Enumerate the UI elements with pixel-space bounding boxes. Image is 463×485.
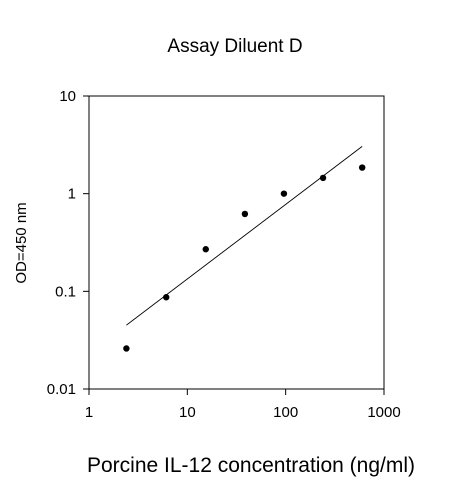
data-point [241, 210, 249, 218]
data-point [163, 294, 170, 301]
x-tick-label: 1000 [367, 404, 400, 421]
x-axis: 1 10 100 1000 [85, 389, 401, 421]
x-axis-label: Porcine IL-12 concentration (ng/ml) [87, 454, 415, 477]
data-points [123, 164, 366, 352]
y-tick-label: 0.01 [47, 381, 76, 398]
data-point [319, 174, 327, 182]
y-axis: 0.01 0.1 1 10 [47, 88, 89, 398]
regression-line [126, 146, 363, 326]
data-point [280, 190, 288, 197]
data-point [202, 246, 209, 253]
x-tick-label: 100 [273, 404, 298, 421]
data-point [358, 164, 366, 171]
y-axis-label: OD=450 nm [13, 202, 30, 283]
data-point [123, 345, 130, 352]
x-tick-label: 10 [179, 404, 196, 421]
y-tick-label: 10 [59, 88, 76, 105]
y-tick-label: 0.1 [55, 283, 76, 300]
plot-area-frame [88, 95, 385, 390]
chart-title: Assay Diluent D [167, 36, 302, 57]
x-tick-label: 1 [85, 404, 93, 421]
y-tick-label: 1 [68, 186, 76, 203]
